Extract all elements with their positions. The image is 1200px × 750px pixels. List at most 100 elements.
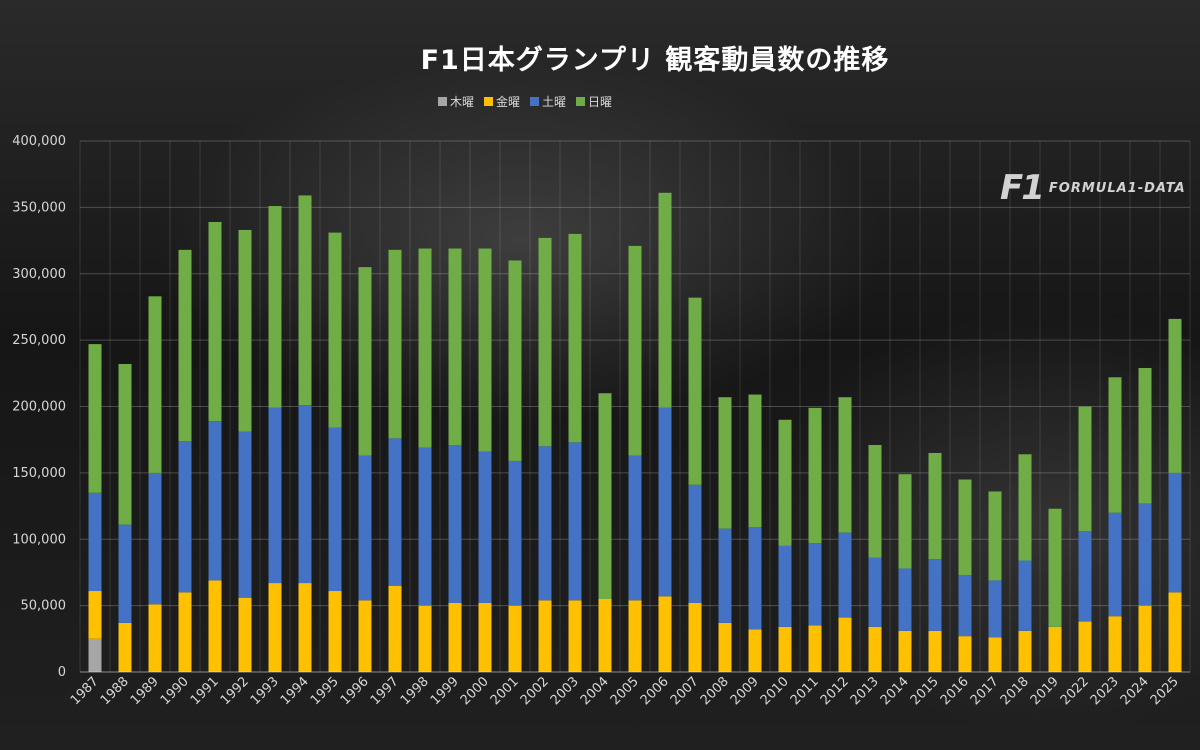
bar-segment-2009-日曜	[748, 394, 762, 528]
bar-segment-2006-日曜	[658, 192, 672, 408]
bar-segment-2000-土曜	[478, 451, 492, 603]
x-tick-label: 1999	[428, 674, 462, 708]
bar-segment-1992-金曜	[238, 597, 252, 672]
logo-text: FORMULA1-DATA	[1048, 180, 1186, 196]
x-tick-label: 2015	[908, 674, 942, 708]
bar-segment-1995-金曜	[328, 591, 342, 672]
bar-segment-2008-金曜	[718, 622, 732, 672]
bar-segment-2006-金曜	[658, 596, 672, 672]
bar-segment-1995-土曜	[328, 427, 342, 592]
bar-segment-2002-金曜	[538, 600, 552, 672]
legend-item-sunday: 日曜	[576, 93, 612, 110]
bar-segment-2023-土曜	[1108, 512, 1122, 617]
bar-segment-2024-金曜	[1138, 605, 1152, 672]
y-tick-label: 400,000	[12, 134, 66, 149]
legend-swatch-thursday	[438, 96, 447, 106]
x-tick-label: 1991	[188, 674, 222, 708]
legend-label-friday: 金曜	[496, 94, 521, 109]
x-tick-label: 2002	[518, 674, 552, 708]
bar-segment-2019-金曜	[1048, 626, 1062, 672]
bar-segment-1989-金曜	[148, 604, 162, 672]
bar-segment-2012-土曜	[838, 532, 852, 618]
bar-segment-2003-金曜	[568, 600, 582, 672]
bar-segment-2002-土曜	[538, 446, 552, 601]
bar-segment-2013-日曜	[868, 444, 882, 558]
bar-segment-1996-金曜	[358, 600, 372, 672]
bar-segment-2015-金曜	[928, 630, 942, 672]
x-tick-label: 2004	[578, 674, 612, 708]
bar-segment-1991-日曜	[208, 221, 222, 422]
x-tick-label: 1993	[248, 674, 282, 708]
x-tick-label: 1998	[398, 674, 432, 708]
legend-item-friday: 金曜	[484, 93, 520, 110]
bar-segment-1999-土曜	[448, 444, 462, 603]
bar-segment-1994-土曜	[298, 405, 312, 584]
bar-segment-1992-日曜	[238, 229, 252, 432]
bar-segment-2007-土曜	[688, 484, 702, 603]
legend-item-saturday: 土曜	[530, 93, 566, 110]
x-tick-label: 2022	[1058, 674, 1092, 708]
bar-segment-2013-土曜	[868, 557, 882, 627]
bar-segment-2005-土曜	[628, 455, 642, 601]
x-tick-label: 1990	[158, 674, 192, 708]
legend-swatch-friday	[484, 96, 494, 106]
bar-segment-2000-日曜	[478, 248, 492, 452]
x-tick-label: 2000	[458, 674, 492, 708]
bar-segment-2024-日曜	[1138, 368, 1152, 504]
bar-segment-2015-日曜	[928, 452, 942, 560]
y-tick-label: 0	[58, 665, 66, 680]
bar-segment-2001-土曜	[508, 460, 522, 606]
legend-swatch-sunday	[576, 96, 586, 106]
bar-segment-2025-金曜	[1168, 592, 1182, 672]
x-tick-label: 2006	[638, 674, 672, 708]
bar-segment-1989-日曜	[148, 296, 162, 473]
bar-segment-1997-日曜	[388, 249, 402, 439]
bar-segment-2022-金曜	[1078, 621, 1092, 672]
x-tick-label: 2007	[668, 674, 702, 708]
y-tick-label: 300,000	[12, 267, 66, 282]
legend-label-sunday: 日曜	[588, 94, 613, 109]
formula1-data-logo: F1 FORMULA1-DATA	[1000, 168, 1186, 208]
bar-segment-2025-日曜	[1168, 318, 1182, 473]
y-tick-label: 100,000	[12, 532, 66, 547]
bar-segment-2000-金曜	[478, 602, 492, 672]
bar-segment-2017-土曜	[988, 580, 1002, 638]
x-tick-label: 2008	[698, 674, 732, 708]
bar-segment-2011-土曜	[808, 543, 822, 626]
x-tick-label: 2023	[1088, 674, 1122, 708]
bar-segment-2025-土曜	[1168, 472, 1182, 593]
bar-segment-2018-金曜	[1018, 630, 1032, 672]
bar-segment-2016-金曜	[958, 636, 972, 672]
bar-segment-2010-土曜	[778, 545, 792, 627]
legend-swatch-saturday	[530, 96, 540, 106]
x-tick-label: 2012	[818, 674, 852, 708]
legend-label-thursday: 木曜	[450, 94, 475, 109]
bar-segment-1990-日曜	[178, 249, 192, 442]
x-tick-label: 1996	[338, 674, 372, 708]
bar-segment-1987-土曜	[88, 492, 102, 592]
x-tick-label: 2019	[1028, 674, 1062, 708]
bar-segment-1992-土曜	[238, 431, 252, 598]
x-tick-label: 2016	[938, 674, 972, 708]
bar-segment-2009-土曜	[748, 527, 762, 630]
x-tick-label: 2011	[788, 674, 822, 708]
bar-segment-1990-土曜	[178, 441, 192, 593]
x-tick-label: 2013	[848, 674, 882, 708]
bar-segment-1991-金曜	[208, 580, 222, 672]
bar-segment-1987-金曜	[88, 591, 102, 639]
bar-segment-2005-金曜	[628, 600, 642, 672]
bar-segment-2023-日曜	[1108, 377, 1122, 513]
legend-item-thursday: 木曜	[438, 93, 474, 110]
bar-segment-2006-土曜	[658, 407, 672, 597]
y-tick-label: 200,000	[12, 400, 66, 415]
bar-segment-1996-土曜	[358, 455, 372, 601]
bar-segment-2019-日曜	[1048, 508, 1062, 627]
x-tick-label: 2024	[1118, 674, 1152, 708]
bar-segment-2023-金曜	[1108, 616, 1122, 672]
bar-segment-2003-土曜	[568, 442, 582, 601]
x-tick-label: 1995	[308, 674, 342, 708]
y-tick-label: 250,000	[12, 333, 66, 348]
bar-segment-2010-金曜	[778, 626, 792, 672]
x-tick-label: 2003	[548, 674, 582, 708]
